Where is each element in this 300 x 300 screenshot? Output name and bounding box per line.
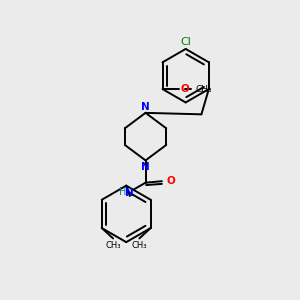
- Text: H: H: [119, 187, 126, 196]
- Text: O: O: [166, 176, 175, 186]
- Text: CH₃: CH₃: [131, 241, 146, 250]
- Text: Cl: Cl: [180, 37, 191, 46]
- Text: N: N: [141, 102, 150, 112]
- Text: CH₃: CH₃: [195, 85, 212, 94]
- Text: N: N: [141, 162, 150, 172]
- Text: CH₃: CH₃: [106, 241, 122, 250]
- Text: O: O: [180, 84, 189, 94]
- Text: N: N: [125, 188, 134, 198]
